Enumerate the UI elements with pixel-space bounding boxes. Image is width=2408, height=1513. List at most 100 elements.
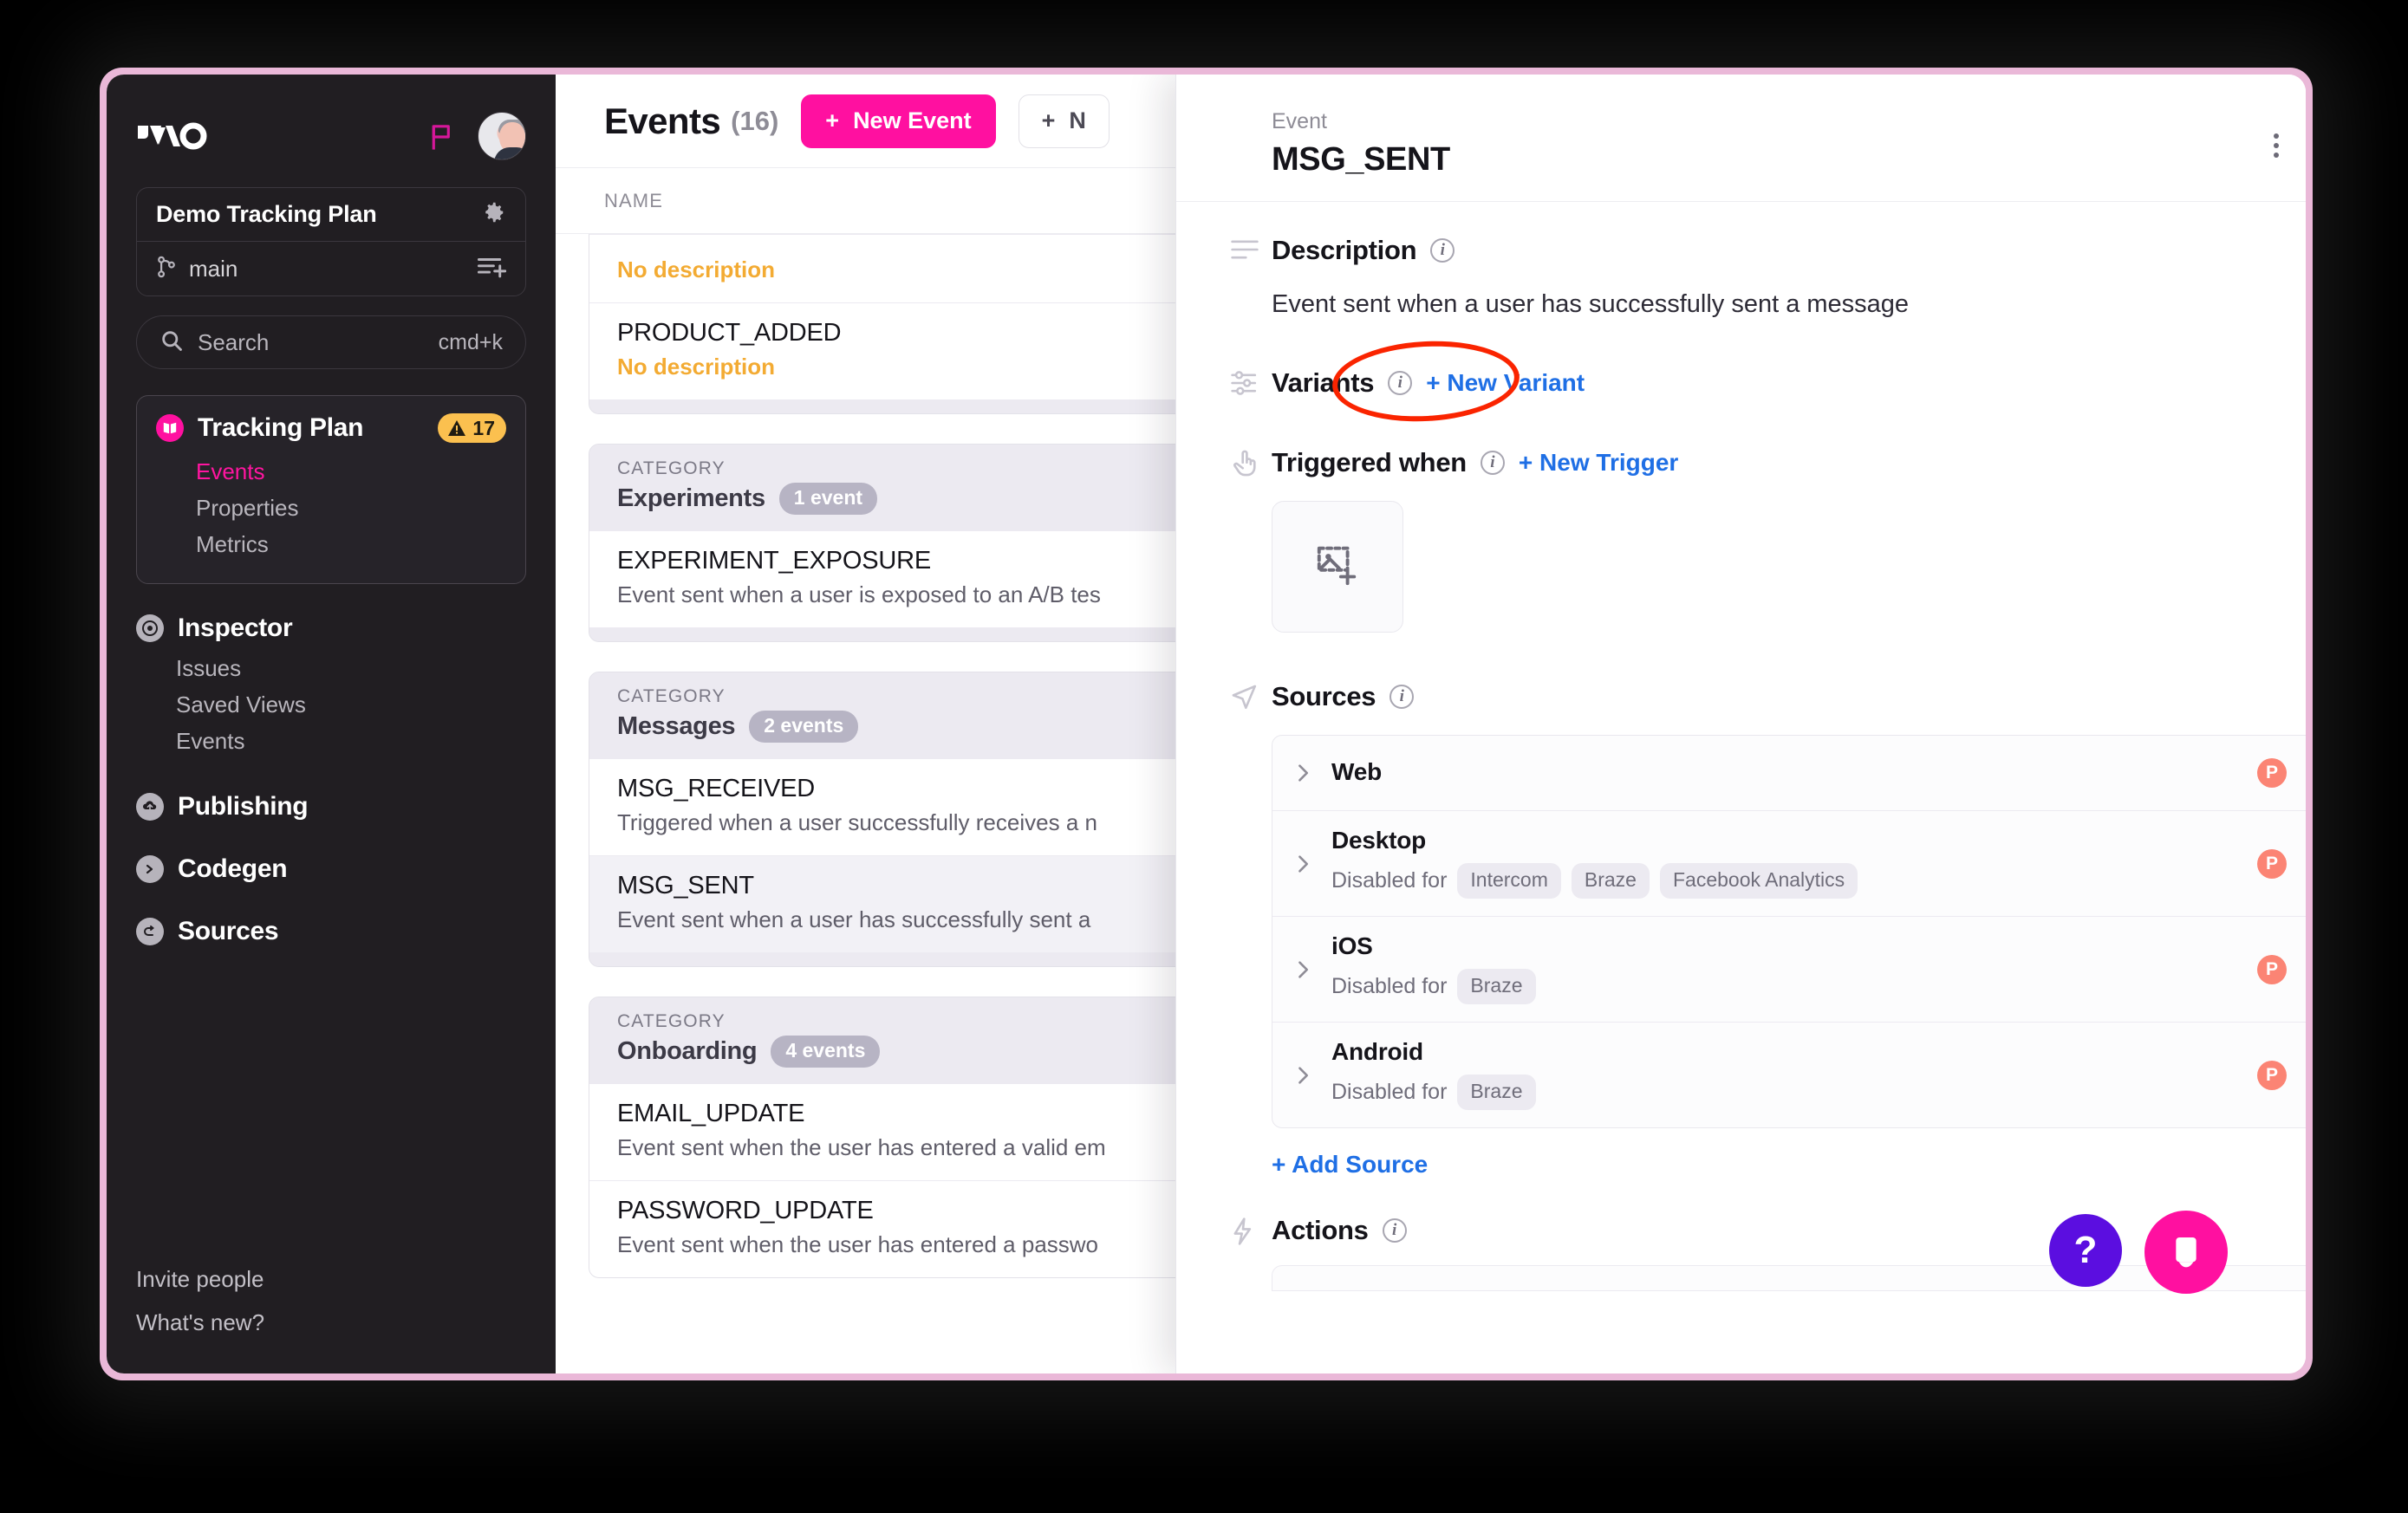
events-count: (16) bbox=[731, 105, 779, 136]
lightning-icon bbox=[1230, 1217, 1261, 1248]
chevron-right-icon[interactable] bbox=[1292, 1064, 1314, 1087]
avatar[interactable] bbox=[478, 112, 526, 160]
chat-button[interactable] bbox=[2144, 1211, 2228, 1294]
source-row-android[interactable]: Android Disabled for Braze P bbox=[1272, 1022, 2306, 1127]
target-icon bbox=[136, 614, 164, 642]
category-title: Messages bbox=[617, 712, 736, 740]
kebab-menu-icon[interactable] bbox=[2302, 1061, 2306, 1090]
tracking-plan-row[interactable]: Demo Tracking Plan bbox=[137, 188, 525, 242]
invite-people-link[interactable]: Invite people bbox=[136, 1266, 264, 1292]
disabled-for-label: Disabled for bbox=[1331, 974, 1448, 998]
page-title: Events bbox=[604, 100, 721, 141]
event-name: EMAIL_UPDATE bbox=[617, 1100, 805, 1127]
sidebar-item-codegen[interactable]: Codegen bbox=[136, 854, 526, 884]
source-row-web[interactable]: Web P bbox=[1272, 736, 2306, 810]
book-icon bbox=[156, 414, 184, 442]
event-description: Event sent when the user has entered a v… bbox=[617, 1134, 1106, 1160]
info-icon[interactable]: i bbox=[1388, 371, 1413, 395]
event-description: Triggered when a user successfully recei… bbox=[617, 809, 1097, 835]
gear-icon[interactable] bbox=[480, 199, 506, 230]
kebab-menu-icon[interactable] bbox=[2302, 955, 2306, 984]
tracking-plan-label: Tracking Plan bbox=[198, 413, 364, 442]
source-status-badge[interactable]: P bbox=[2257, 848, 2287, 879]
kebab-menu-icon[interactable] bbox=[2302, 758, 2306, 788]
source-actions: P bbox=[2257, 848, 2306, 879]
status-badge[interactable]: 17 bbox=[438, 413, 506, 443]
event-name: MSG_SENT bbox=[617, 872, 754, 899]
sidebar-item-inspector[interactable]: Inspector Issues Saved Views Events bbox=[136, 614, 526, 759]
new-variant-button[interactable]: + New Variant bbox=[1426, 369, 1585, 396]
category-count-pill: 4 events bbox=[771, 1036, 881, 1068]
category-kicker: CATEGORY bbox=[617, 1011, 726, 1031]
source-actions: P bbox=[2257, 758, 2306, 788]
kebab-menu-icon[interactable] bbox=[2302, 849, 2306, 879]
chevron-right-icon[interactable] bbox=[1292, 853, 1314, 875]
info-icon[interactable]: i bbox=[1480, 451, 1505, 475]
source-disabled-list: Disabled for Braze bbox=[1331, 1075, 2257, 1110]
sidebar-item-events[interactable]: Events bbox=[196, 458, 265, 484]
search-icon bbox=[159, 328, 184, 357]
triggered-when-title: Triggered when bbox=[1272, 447, 1467, 477]
new-trigger-button[interactable]: + New Trigger bbox=[1518, 449, 1679, 476]
detail-kicker: Event bbox=[1272, 109, 1327, 133]
cloud-upload-icon bbox=[136, 793, 164, 821]
avo-logo[interactable] bbox=[136, 119, 216, 153]
sidebar-item-issues[interactable]: Issues bbox=[176, 655, 242, 681]
source-status-badge[interactable]: P bbox=[2257, 758, 2287, 788]
event-description: Event sent when a user is exposed to an … bbox=[617, 581, 1101, 607]
description-title: Description bbox=[1272, 235, 1417, 265]
sidebar-item-publishing[interactable]: Publishing bbox=[136, 792, 526, 821]
info-icon[interactable]: i bbox=[1430, 238, 1455, 263]
new-event-button[interactable]: + New Event bbox=[801, 94, 996, 148]
disabled-for-label: Disabled for bbox=[1331, 868, 1448, 893]
flag-icon[interactable] bbox=[429, 122, 455, 150]
source-status-badge[interactable]: P bbox=[2257, 954, 2287, 984]
sidebar-top-bar bbox=[136, 104, 526, 168]
trigger-image-upload[interactable] bbox=[1272, 501, 1403, 633]
event-name: PASSWORD_UPDATE bbox=[617, 1197, 874, 1224]
chevron-right-icon[interactable] bbox=[1292, 762, 1314, 784]
branch-info: main bbox=[156, 256, 238, 282]
description-section: Description i Event sent when a user has… bbox=[1176, 235, 2306, 319]
tracking-plan-header: Tracking Plan 17 bbox=[156, 413, 506, 443]
event-description: Event sent when the user has entered a p… bbox=[617, 1231, 1099, 1257]
info-icon[interactable]: i bbox=[1389, 685, 1415, 709]
whats-new-link[interactable]: What's new? bbox=[136, 1309, 265, 1335]
detail-header-actions bbox=[2262, 109, 2306, 170]
sidebar-item-sources[interactable]: Sources bbox=[136, 917, 526, 946]
actions-list-stub bbox=[1272, 1265, 2306, 1291]
help-button[interactable]: ? bbox=[2049, 1214, 2122, 1287]
branch-row[interactable]: main bbox=[137, 242, 525, 295]
add-source-button[interactable]: + Add Source bbox=[1272, 1151, 1429, 1178]
plus-icon: + bbox=[825, 107, 840, 133]
workspace-selector: Demo Tracking Plan bbox=[136, 187, 526, 296]
sidebar-item-saved-views[interactable]: Saved Views bbox=[176, 692, 306, 718]
sidebar-item-properties[interactable]: Properties bbox=[196, 495, 299, 521]
kebab-menu-icon[interactable] bbox=[2262, 131, 2291, 160]
source-main: iOS Disabled for Braze bbox=[1314, 917, 2257, 1022]
destination-chip: Intercom bbox=[1457, 863, 1561, 899]
source-name: iOS bbox=[1331, 932, 1373, 959]
sidebar-item-metrics[interactable]: Metrics bbox=[196, 531, 269, 557]
category-title: Experiments bbox=[617, 484, 765, 512]
app-window-frame: Demo Tracking Plan bbox=[100, 68, 2313, 1380]
source-row-desktop[interactable]: Desktop Disabled for Intercom Braze Face… bbox=[1272, 810, 2306, 916]
info-icon[interactable]: i bbox=[1382, 1218, 1407, 1243]
chevron-right-icon[interactable] bbox=[1292, 958, 1314, 981]
branch-name: main bbox=[189, 255, 238, 282]
event-description: Event sent when a user has successfully … bbox=[617, 906, 1091, 932]
sidebar-item-tracking-plan[interactable]: Tracking Plan 17 Events Properties Metri… bbox=[136, 395, 526, 584]
inspector-header: Inspector bbox=[136, 614, 526, 643]
source-status-badge[interactable]: P bbox=[2257, 1060, 2287, 1090]
publishing-label: Publishing bbox=[178, 792, 309, 821]
warning-icon bbox=[448, 420, 466, 436]
sidebar-item-inspector-events[interactable]: Events bbox=[176, 728, 245, 754]
tracking-plan-subitems: Events Properties Metrics bbox=[156, 453, 506, 562]
image-add-icon bbox=[1314, 542, 1361, 593]
new-secondary-button[interactable]: + N bbox=[1018, 94, 1110, 148]
detail-title: MSG_SENT bbox=[1272, 141, 1450, 178]
sidebar-footer: Invite people What's new? bbox=[136, 1257, 526, 1373]
list-add-icon[interactable] bbox=[477, 255, 507, 283]
search-input[interactable]: Search cmd+k bbox=[136, 315, 526, 369]
source-row-ios[interactable]: iOS Disabled for Braze P bbox=[1272, 916, 2306, 1022]
